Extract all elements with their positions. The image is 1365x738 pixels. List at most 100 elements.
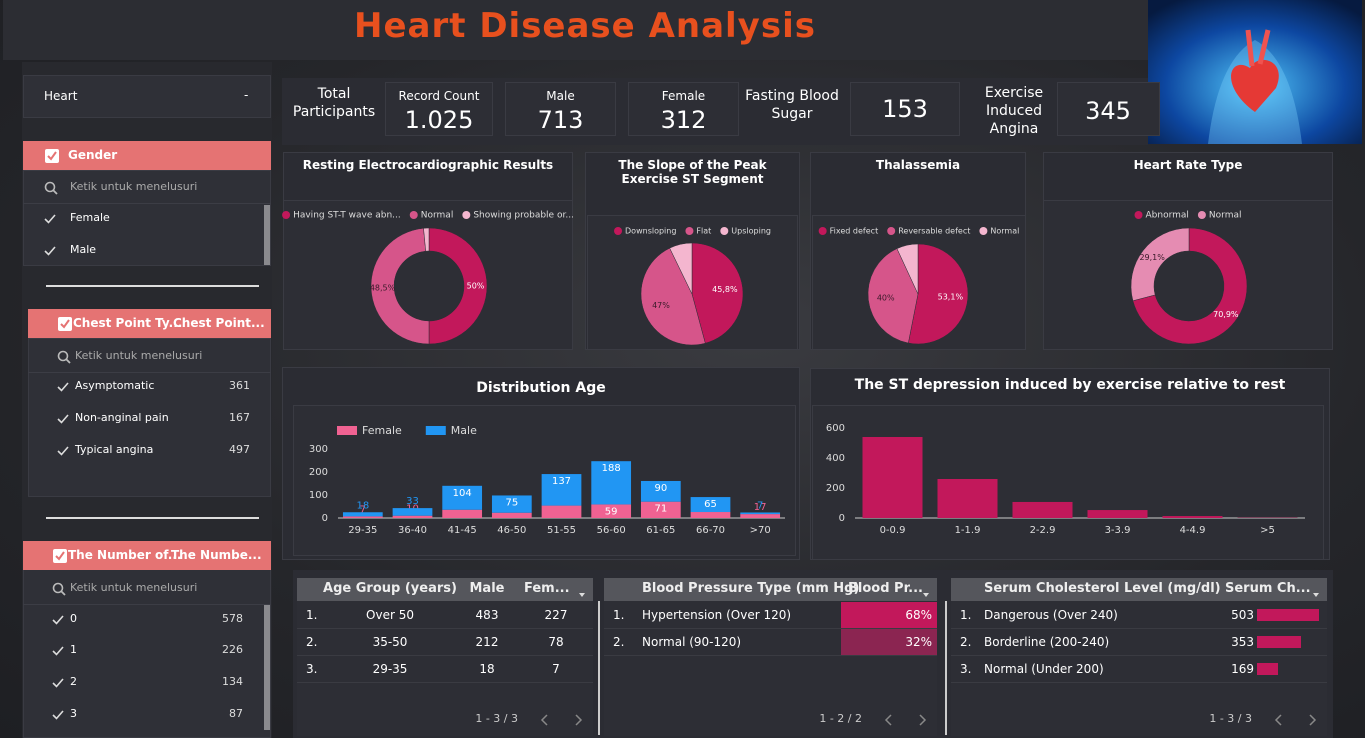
check-icon	[51, 675, 65, 689]
icon-part	[47, 151, 57, 161]
chart-inner	[283, 200, 573, 350]
kpi-card-label: Female	[661, 89, 706, 103]
table	[297, 578, 593, 736]
icon-part	[57, 350, 69, 362]
check-icon	[51, 643, 65, 657]
icon-part	[1309, 714, 1317, 726]
pagination: 1 - 2 / 2	[819, 712, 862, 725]
table-cell: 68%	[905, 608, 932, 622]
page-title: Heart Disease Analysis	[354, 6, 816, 46]
table-header	[604, 578, 937, 601]
table-cell: Borderline (200-240)	[984, 635, 1110, 649]
icon-part	[1274, 714, 1282, 726]
row-rank: 3.	[960, 662, 972, 676]
filter-count: 226	[222, 643, 243, 656]
next-page[interactable]	[571, 712, 585, 726]
table-header	[297, 578, 593, 601]
icon-part	[57, 350, 71, 364]
icon-part	[923, 593, 929, 597]
icon-part	[52, 189, 58, 195]
kpi-card-value: 1.025	[404, 106, 474, 134]
chart-title: The ST depression induced by exercise re…	[854, 377, 1286, 393]
heart	[1231, 59, 1279, 112]
row-rank: 2.	[613, 635, 625, 649]
icon-part	[60, 319, 70, 329]
filter-count: 497	[229, 443, 250, 456]
scrollbar	[264, 205, 270, 265]
chart-title: Distribution Age	[476, 380, 606, 396]
table-cell: 7	[552, 662, 560, 676]
chart-inner	[293, 405, 796, 556]
table-cell: 29-35	[372, 662, 408, 676]
filter-title: The Numbe...	[171, 548, 262, 562]
prev-page[interactable]	[538, 712, 552, 726]
filter-item: Typical angina	[75, 443, 154, 456]
kpi-label: Total Participants	[292, 86, 376, 120]
column-header: Fem...	[524, 581, 570, 596]
table-cell: Normal (Under 200)	[984, 662, 1104, 676]
kpi-card	[628, 82, 739, 136]
table-cell: 18	[479, 662, 495, 676]
check-icon	[43, 211, 57, 225]
row-rank: 2.	[306, 635, 318, 649]
icon-part	[57, 446, 69, 456]
icon-part	[53, 549, 67, 563]
column-header: Age Group (years)	[323, 581, 457, 596]
chart-inner	[812, 405, 1324, 560]
kpi-label: Exercise Induced Angina	[984, 85, 1044, 137]
filter-count: 167	[229, 411, 250, 424]
search-icon	[52, 581, 66, 596]
table-cell: 503	[1231, 608, 1254, 622]
icon-part	[52, 582, 66, 596]
filter-item: 2	[70, 675, 77, 688]
filter-checkbox	[57, 316, 73, 332]
chart-inner	[1043, 200, 1333, 350]
divider	[28, 372, 271, 373]
icon-part	[575, 714, 583, 726]
value-bar	[1257, 609, 1319, 621]
filter-checkbox	[44, 148, 60, 164]
icon-part	[44, 214, 56, 224]
row-divider	[951, 682, 1327, 683]
prev-page[interactable]	[882, 712, 896, 726]
row-rank: 3.	[306, 662, 318, 676]
icon-part	[52, 646, 64, 656]
table-cell: Hypertension (Over 120)	[642, 608, 792, 622]
filter-item: Female	[70, 211, 110, 224]
table-header	[951, 578, 1327, 601]
next-page[interactable]	[915, 712, 929, 726]
row-divider	[951, 628, 1327, 629]
dropdown-label: Heart	[44, 89, 78, 103]
kpi-card-label: Male	[546, 89, 575, 103]
filter-panel	[23, 569, 271, 738]
icon-part	[44, 246, 56, 256]
column-header: Serum Ch...	[1225, 581, 1311, 596]
icon-part	[1274, 714, 1282, 726]
filter-title: The Number of...	[68, 548, 182, 562]
icon-part	[52, 582, 64, 594]
icon-part	[579, 593, 585, 597]
sort-caret	[577, 585, 587, 597]
separator	[46, 517, 259, 519]
row-rank: 2.	[960, 635, 972, 649]
row-rank: 1.	[613, 608, 625, 622]
value-bar	[1257, 636, 1301, 648]
vessels	[1245, 29, 1271, 67]
icon-part	[45, 149, 59, 163]
icon-part	[1313, 593, 1319, 597]
kpi-card	[850, 82, 960, 136]
icon-part	[57, 414, 69, 424]
column-header: Blood Pressure Type (mm Hg)	[642, 581, 860, 596]
filter-item: Asymptomatic	[75, 379, 155, 392]
icon-part	[575, 714, 583, 726]
table-cell: Dangerous (Over 240)	[984, 608, 1118, 622]
next-page[interactable]	[1305, 712, 1319, 726]
filter-title: Gender	[68, 148, 118, 162]
icon-part	[55, 551, 65, 561]
icon-part	[65, 358, 71, 364]
prev-page[interactable]	[1272, 712, 1286, 726]
divider	[23, 203, 271, 204]
filter-count: 361	[229, 379, 250, 392]
filter-panel	[23, 170, 271, 266]
icon-part	[52, 678, 64, 688]
